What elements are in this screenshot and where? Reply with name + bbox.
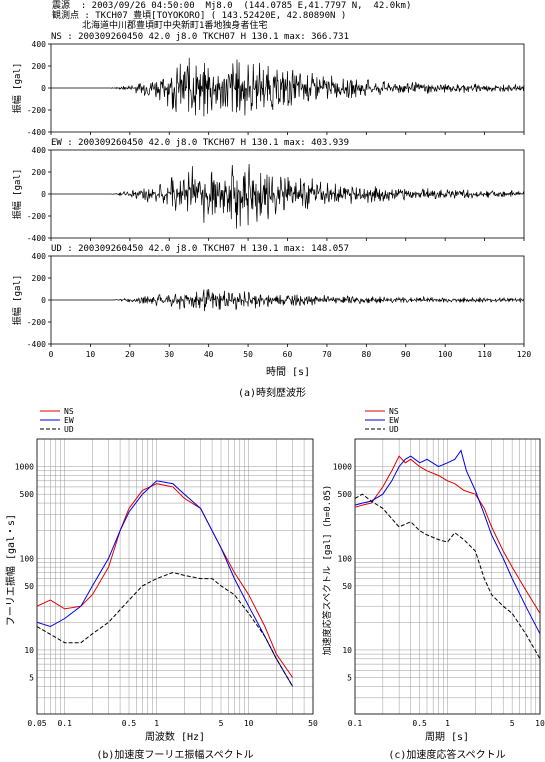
response-legend-label: UD [389,425,399,434]
response-series [354,449,541,660]
response-ytick-label: 100 [338,554,353,563]
time-xtick-label: 70 [322,350,332,359]
response-frame [354,438,541,715]
ew-ylabel: 振幅 [gal] [11,169,23,220]
caption-c: (c)加速度応答スペクトル [388,748,505,761]
station-header-line: 観測点 : TKCH07 豊頃[TOYOKORO] ( 143.52420E, … [52,11,347,21]
ew-ytick-label: 200 [32,168,47,177]
time-axis-label: 時間 [s] [266,366,310,378]
response-xtick-label: 0.1 [348,719,363,728]
response-series-ud [354,493,541,660]
response-legend-label: NS [389,407,399,416]
fourier-x-label: 周波数 [Hz] [145,730,205,743]
quake-header-line: 震源 : 2003/09/26 04:50:00 Mj8.0 (144.0785… [52,1,412,11]
fourier-axes: 0.05 0.1 0.5 1 5 10 50 5 10 50 100 500 1000 [15,438,318,728]
ew-ytick-label: -200 [27,212,46,221]
ew-ytick-label: -400 [27,234,46,243]
time-xtick-label: 100 [438,350,453,359]
fourier-legend-label: EW [64,416,74,425]
fourier-series-ns [36,483,294,678]
fourier-ytick-label: 1000 [15,463,34,472]
fourier-xtick-label: 1 [154,719,159,728]
time-xtick-label: 40 [204,350,214,359]
ud-ytick-label: -400 [27,340,46,349]
panel-ns: NS : 200309260450 42.0 j8.0 TKCH07 H 130… [11,32,525,137]
response-xtick-label: 5 [510,719,515,728]
fourier-legend-label: UD [64,425,74,434]
fourier-y-label: フーリエ振幅 [gal・s] [4,514,17,626]
fourier-series [36,480,294,687]
fourier-frame [36,438,314,715]
response-xtick-label: 0.5 [412,719,427,728]
time-xtick-label: 90 [401,350,411,359]
response-x-label: 周期 [s] [425,731,469,743]
time-xtick-label: 10 [86,350,96,359]
response-ytick-label: 500 [338,490,353,499]
ud-ytick-label: 0 [41,296,46,305]
panel-ew: EW : 200309260450 42.0 j8.0 TKCH07 H 130… [11,138,525,243]
ew-ytick-label: 400 [32,146,47,155]
response-y-label: 加速度応答スペクトル [gal] (h=0.05) [321,485,333,656]
response-xtick-label: 1 [445,719,450,728]
panel-ud: UD : 200309260450 42.0 j8.0 TKCH07 H 130… [11,244,531,359]
ud-ylabel: 振幅 [gal] [11,275,23,326]
time-xtick-label: 110 [477,350,492,359]
fourier-series-ud [36,571,294,687]
address-header-line: 北海道中川郡豊頃町中央新町1番地独身者住宅 [82,21,268,31]
fourier-xtick-label: 0.5 [122,719,137,728]
ew-waveform [51,163,525,229]
response-ytick-label: 50 [342,582,352,591]
fourier-ytick-label: 5 [29,674,34,683]
ns-waveform [51,57,525,117]
fourier-legend-label: NS [64,407,74,416]
fourier-xtick-label: 5 [219,719,224,728]
response-ytick-label: 1000 [333,463,352,472]
response-ytick-label: 5 [347,674,352,683]
ud-title: UD : 200309260450 42.0 j8.0 TKCH07 H 130… [51,244,349,254]
time-xtick-label: 120 [517,350,532,359]
ud-ytick-label: 400 [32,252,47,261]
ns-ytick-label: 400 [32,40,47,49]
fourier-xtick-label: 0.1 [57,719,72,728]
caption-a: (a)時刻歴波形 [238,386,306,399]
fourier-xtick-label: 50 [308,719,318,728]
fourier-ytick-label: 100 [20,554,35,563]
time-xtick-label: 50 [243,350,253,359]
ud-ytick-label: 200 [32,274,47,283]
time-xtick-label: 20 [125,350,135,359]
ns-ytick-label: -200 [27,106,46,115]
fourier-xtick-label: 10 [244,719,254,728]
ew-ytick-label: 0 [41,190,46,199]
fourier-ytick-label: 50 [24,582,34,591]
time-xtick-label: 30 [164,350,174,359]
ew-title: EW : 200309260450 42.0 j8.0 TKCH07 H 130… [51,138,349,148]
response-legend-label: EW [389,416,399,425]
time-xtick-label: 80 [362,350,372,359]
fourier-series-ew [36,480,294,687]
caption-b: (b)加速度フーリエ振幅スペクトル [96,748,253,761]
time-xtick-label: 60 [283,350,293,359]
ud-ytick-label: -200 [27,318,46,327]
ud-waveform [51,288,525,312]
response-series-ew [354,449,541,635]
ud-axes: 400 200 0 -200 -400 振幅 [gal] 0 10 20 30 40 50 60 70 80… [11,252,531,359]
ns-ytick-label: 0 [41,84,46,93]
fourier-ytick-label: 10 [24,646,34,655]
ns-ylabel: 振幅 [gal] [11,63,23,114]
ns-ytick-label: 200 [32,62,47,71]
time-xtick-label: 0 [49,350,54,359]
response-series-ns [354,455,541,614]
response-xtick-label: 10 [535,719,545,728]
fourier-xtick-label: 0.05 [27,719,46,728]
ns-ytick-label: -400 [27,128,46,137]
response-ytick-label: 10 [342,646,352,655]
fourier-ytick-label: 500 [20,490,35,499]
ns-title: NS : 200309260450 42.0 j8.0 TKCH07 H 130… [51,32,349,42]
